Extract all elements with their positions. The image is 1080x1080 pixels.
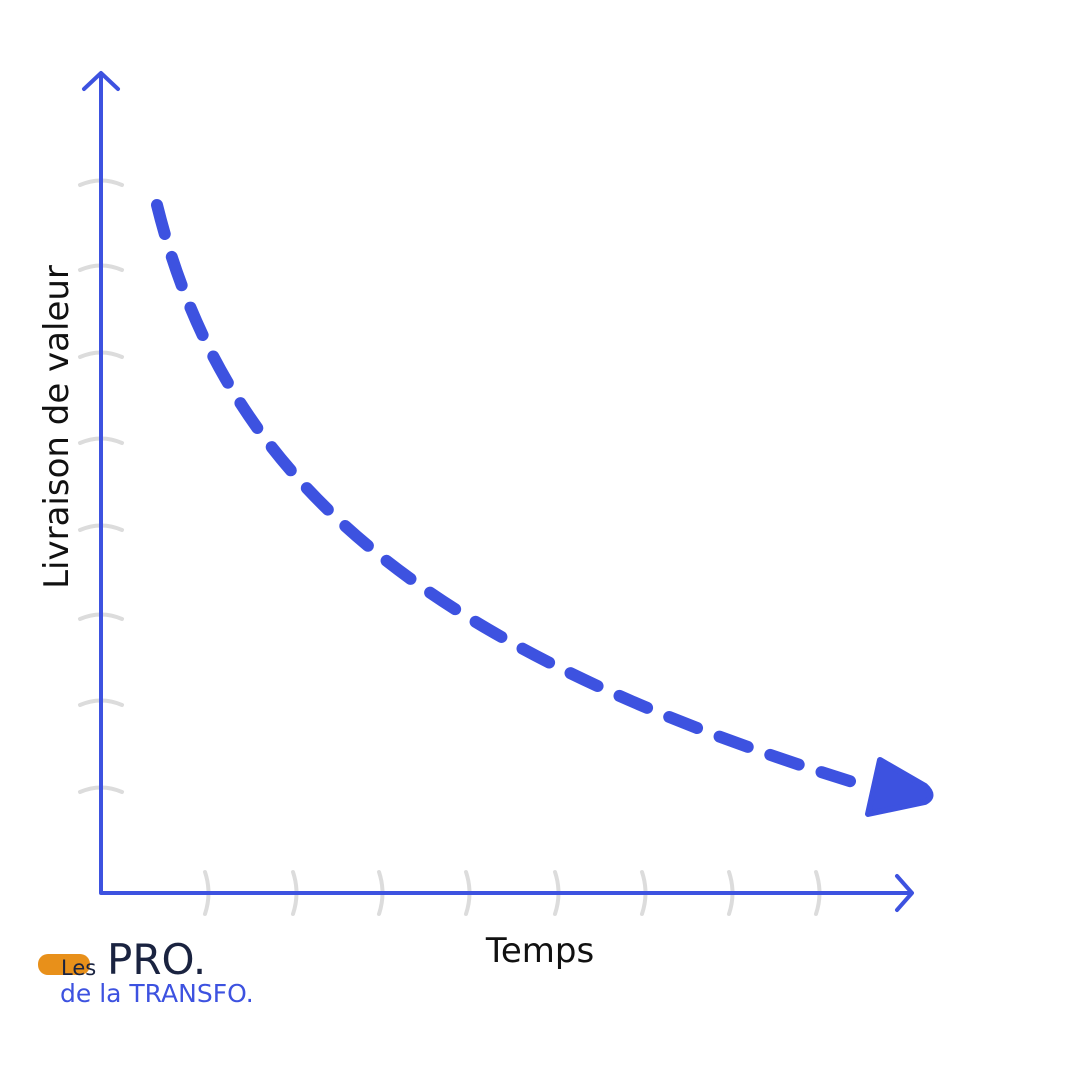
axes xyxy=(82,71,914,912)
x-axis-label: Temps xyxy=(485,931,594,971)
trend-curve xyxy=(151,199,878,794)
logo-big: PRO. xyxy=(107,935,206,984)
logo-badge xyxy=(38,954,90,975)
curve-arrowhead xyxy=(865,757,934,817)
y-axis-label: Livraison de valeur xyxy=(37,265,77,589)
logo-small: Les xyxy=(61,956,96,980)
logo-sub: de la TRANSFO. xyxy=(60,979,254,1008)
